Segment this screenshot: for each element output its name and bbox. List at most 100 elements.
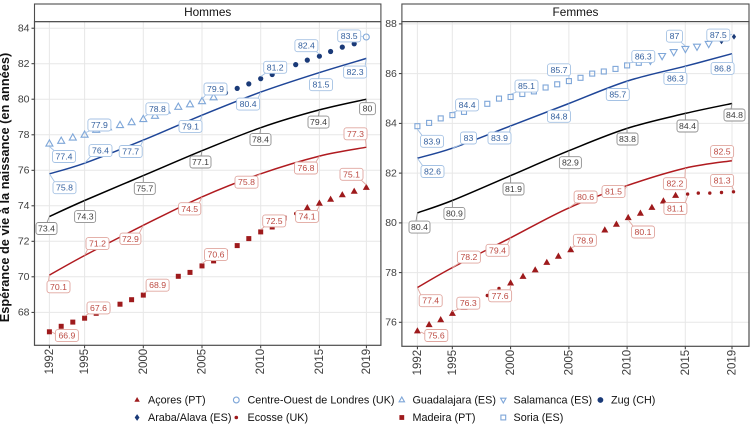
svg-text:75.6: 75.6 bbox=[428, 331, 445, 341]
svg-text:Guadalajara (ES): Guadalajara (ES) bbox=[413, 395, 496, 407]
svg-text:Centre-Ouest de Londres (UK): Centre-Ouest de Londres (UK) bbox=[248, 395, 395, 407]
svg-text:2000: 2000 bbox=[138, 349, 150, 375]
svg-text:78: 78 bbox=[385, 267, 397, 279]
svg-text:70.1: 70.1 bbox=[50, 282, 67, 292]
svg-text:84.4: 84.4 bbox=[679, 121, 696, 131]
svg-text:68: 68 bbox=[18, 307, 30, 319]
svg-text:79.4: 79.4 bbox=[310, 117, 327, 127]
svg-text:2000: 2000 bbox=[505, 350, 517, 376]
svg-text:75.1: 75.1 bbox=[343, 169, 360, 179]
svg-text:71.2: 71.2 bbox=[89, 239, 106, 249]
svg-text:84.8: 84.8 bbox=[551, 111, 568, 121]
svg-text:83.9: 83.9 bbox=[424, 136, 441, 146]
svg-text:81.9: 81.9 bbox=[505, 184, 522, 194]
svg-text:77.6: 77.6 bbox=[492, 291, 509, 301]
svg-text:86.3: 86.3 bbox=[635, 51, 652, 61]
svg-text:78.2: 78.2 bbox=[460, 252, 477, 262]
svg-text:88: 88 bbox=[385, 18, 397, 30]
svg-text:80.4: 80.4 bbox=[411, 222, 428, 232]
svg-text:81.5: 81.5 bbox=[313, 80, 330, 90]
svg-text:2005: 2005 bbox=[563, 350, 575, 376]
svg-text:Salamanca (ES): Salamanca (ES) bbox=[514, 395, 593, 407]
svg-text:84.8: 84.8 bbox=[726, 110, 743, 120]
svg-text:Femmes: Femmes bbox=[553, 5, 599, 19]
svg-text:72: 72 bbox=[18, 236, 30, 248]
svg-text:86: 86 bbox=[385, 68, 397, 80]
svg-text:81.1: 81.1 bbox=[667, 204, 684, 214]
svg-text:80: 80 bbox=[385, 217, 397, 229]
svg-text:80.1: 80.1 bbox=[635, 227, 652, 237]
svg-text:75.8: 75.8 bbox=[56, 183, 73, 193]
svg-text:67.6: 67.6 bbox=[90, 303, 107, 313]
svg-text:2019: 2019 bbox=[361, 349, 373, 375]
svg-text:80: 80 bbox=[18, 93, 30, 105]
svg-text:Zug (CH): Zug (CH) bbox=[611, 395, 655, 407]
svg-text:70: 70 bbox=[18, 271, 30, 283]
svg-text:Açores (PT): Açores (PT) bbox=[148, 395, 206, 407]
svg-text:78.4: 78.4 bbox=[252, 135, 269, 145]
svg-text:Madeira (PT): Madeira (PT) bbox=[413, 412, 476, 424]
svg-text:80.6: 80.6 bbox=[577, 192, 594, 202]
svg-text:2015: 2015 bbox=[680, 350, 692, 376]
svg-text:Hommes: Hommes bbox=[184, 5, 231, 19]
svg-text:70.6: 70.6 bbox=[208, 250, 225, 260]
svg-text:Soria (ES): Soria (ES) bbox=[514, 412, 564, 424]
svg-text:82.3: 82.3 bbox=[347, 67, 364, 77]
svg-text:Araba/Alava (ES): Araba/Alava (ES) bbox=[148, 412, 231, 424]
svg-text:2015: 2015 bbox=[314, 349, 326, 375]
svg-text:74.3: 74.3 bbox=[77, 212, 94, 222]
svg-text:78.8: 78.8 bbox=[149, 104, 166, 114]
svg-text:82.6: 82.6 bbox=[424, 167, 441, 177]
svg-text:86.8: 86.8 bbox=[714, 63, 731, 73]
svg-text:84: 84 bbox=[385, 118, 397, 130]
svg-text:1992: 1992 bbox=[412, 350, 424, 376]
svg-text:84: 84 bbox=[18, 22, 30, 34]
svg-text:75.7: 75.7 bbox=[136, 183, 153, 193]
svg-text:78.9: 78.9 bbox=[576, 235, 593, 245]
svg-text:2010: 2010 bbox=[622, 350, 634, 376]
svg-text:77.7: 77.7 bbox=[122, 147, 139, 157]
svg-text:85.7: 85.7 bbox=[551, 65, 568, 75]
svg-text:68.9: 68.9 bbox=[149, 280, 166, 290]
svg-text:77.1: 77.1 bbox=[192, 157, 209, 167]
svg-text:76: 76 bbox=[18, 165, 30, 177]
svg-text:86.3: 86.3 bbox=[667, 74, 684, 84]
svg-text:76.8: 76.8 bbox=[298, 163, 315, 173]
svg-text:76: 76 bbox=[385, 317, 397, 329]
svg-text:77.9: 77.9 bbox=[91, 120, 108, 130]
svg-text:85.1: 85.1 bbox=[518, 81, 535, 91]
svg-text:73.4: 73.4 bbox=[38, 224, 55, 234]
svg-text:82.2: 82.2 bbox=[666, 179, 683, 189]
svg-text:Espérance de vie à la naissanc: Espérance de vie à la naissance (en anné… bbox=[0, 53, 12, 323]
svg-text:1992: 1992 bbox=[44, 349, 56, 375]
svg-text:77.4: 77.4 bbox=[56, 152, 73, 162]
svg-text:77.3: 77.3 bbox=[347, 129, 364, 139]
svg-text:2019: 2019 bbox=[727, 350, 739, 376]
svg-text:82: 82 bbox=[18, 58, 30, 70]
svg-text:1995: 1995 bbox=[447, 350, 459, 376]
svg-text:78: 78 bbox=[18, 129, 30, 141]
svg-text:83.5: 83.5 bbox=[341, 31, 358, 41]
svg-text:2005: 2005 bbox=[197, 349, 209, 375]
svg-text:83.8: 83.8 bbox=[619, 134, 636, 144]
svg-text:79.1: 79.1 bbox=[182, 121, 199, 131]
svg-text:83.9: 83.9 bbox=[491, 133, 508, 143]
svg-text:80.4: 80.4 bbox=[240, 99, 257, 109]
svg-text:Ecosse (UK): Ecosse (UK) bbox=[248, 412, 309, 424]
svg-text:79.4: 79.4 bbox=[489, 245, 506, 255]
svg-text:72.9: 72.9 bbox=[122, 234, 139, 244]
svg-text:81.2: 81.2 bbox=[267, 62, 284, 72]
svg-text:74.5: 74.5 bbox=[181, 204, 198, 214]
svg-text:79.9: 79.9 bbox=[207, 84, 224, 94]
svg-text:2010: 2010 bbox=[255, 349, 267, 375]
svg-text:76.4: 76.4 bbox=[92, 146, 109, 156]
svg-text:84.4: 84.4 bbox=[459, 100, 476, 110]
svg-text:72.5: 72.5 bbox=[266, 216, 283, 226]
svg-text:82.5: 82.5 bbox=[714, 147, 731, 157]
svg-text:85.7: 85.7 bbox=[609, 90, 626, 100]
svg-text:81.3: 81.3 bbox=[714, 175, 731, 185]
svg-text:77.4: 77.4 bbox=[422, 296, 439, 306]
svg-text:80.9: 80.9 bbox=[446, 208, 463, 218]
svg-text:66.9: 66.9 bbox=[58, 331, 75, 341]
svg-text:87: 87 bbox=[670, 31, 680, 41]
